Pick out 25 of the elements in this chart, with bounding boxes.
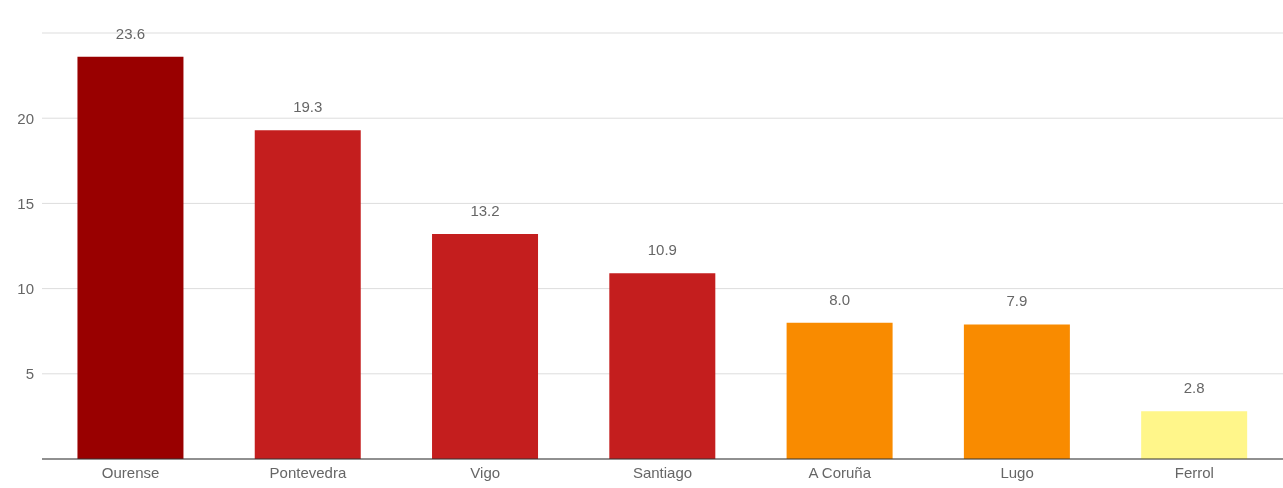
bar	[77, 56, 184, 459]
bar	[609, 273, 716, 459]
bar	[432, 234, 539, 459]
x-tick-label: Ferrol	[1174, 463, 1214, 481]
data-label: 2.8	[1183, 379, 1205, 397]
x-tick-label: A Coruña	[808, 463, 872, 481]
x-tick-label: Santiago	[632, 463, 693, 481]
bar	[963, 324, 1070, 459]
y-tick-label: 5	[25, 365, 34, 383]
data-label: 19.3	[293, 98, 323, 116]
bar	[786, 322, 893, 459]
bar	[1141, 411, 1248, 459]
data-label: 8.0	[829, 290, 851, 308]
x-tick-label: Vigo	[470, 463, 501, 481]
bar	[254, 130, 361, 459]
y-tick-label: 15	[17, 194, 34, 212]
data-label: 10.9	[647, 241, 677, 259]
data-label: 13.2	[470, 202, 500, 220]
x-tick-label: Pontevedra	[269, 463, 347, 481]
data-label: 7.9	[1006, 292, 1028, 310]
data-label: 23.6	[115, 24, 146, 42]
y-tick-label: 20	[17, 109, 34, 127]
x-tick-label: Lugo	[1000, 463, 1034, 481]
x-tick-label: Ourense	[101, 463, 160, 481]
y-tick-label: 10	[17, 279, 34, 297]
